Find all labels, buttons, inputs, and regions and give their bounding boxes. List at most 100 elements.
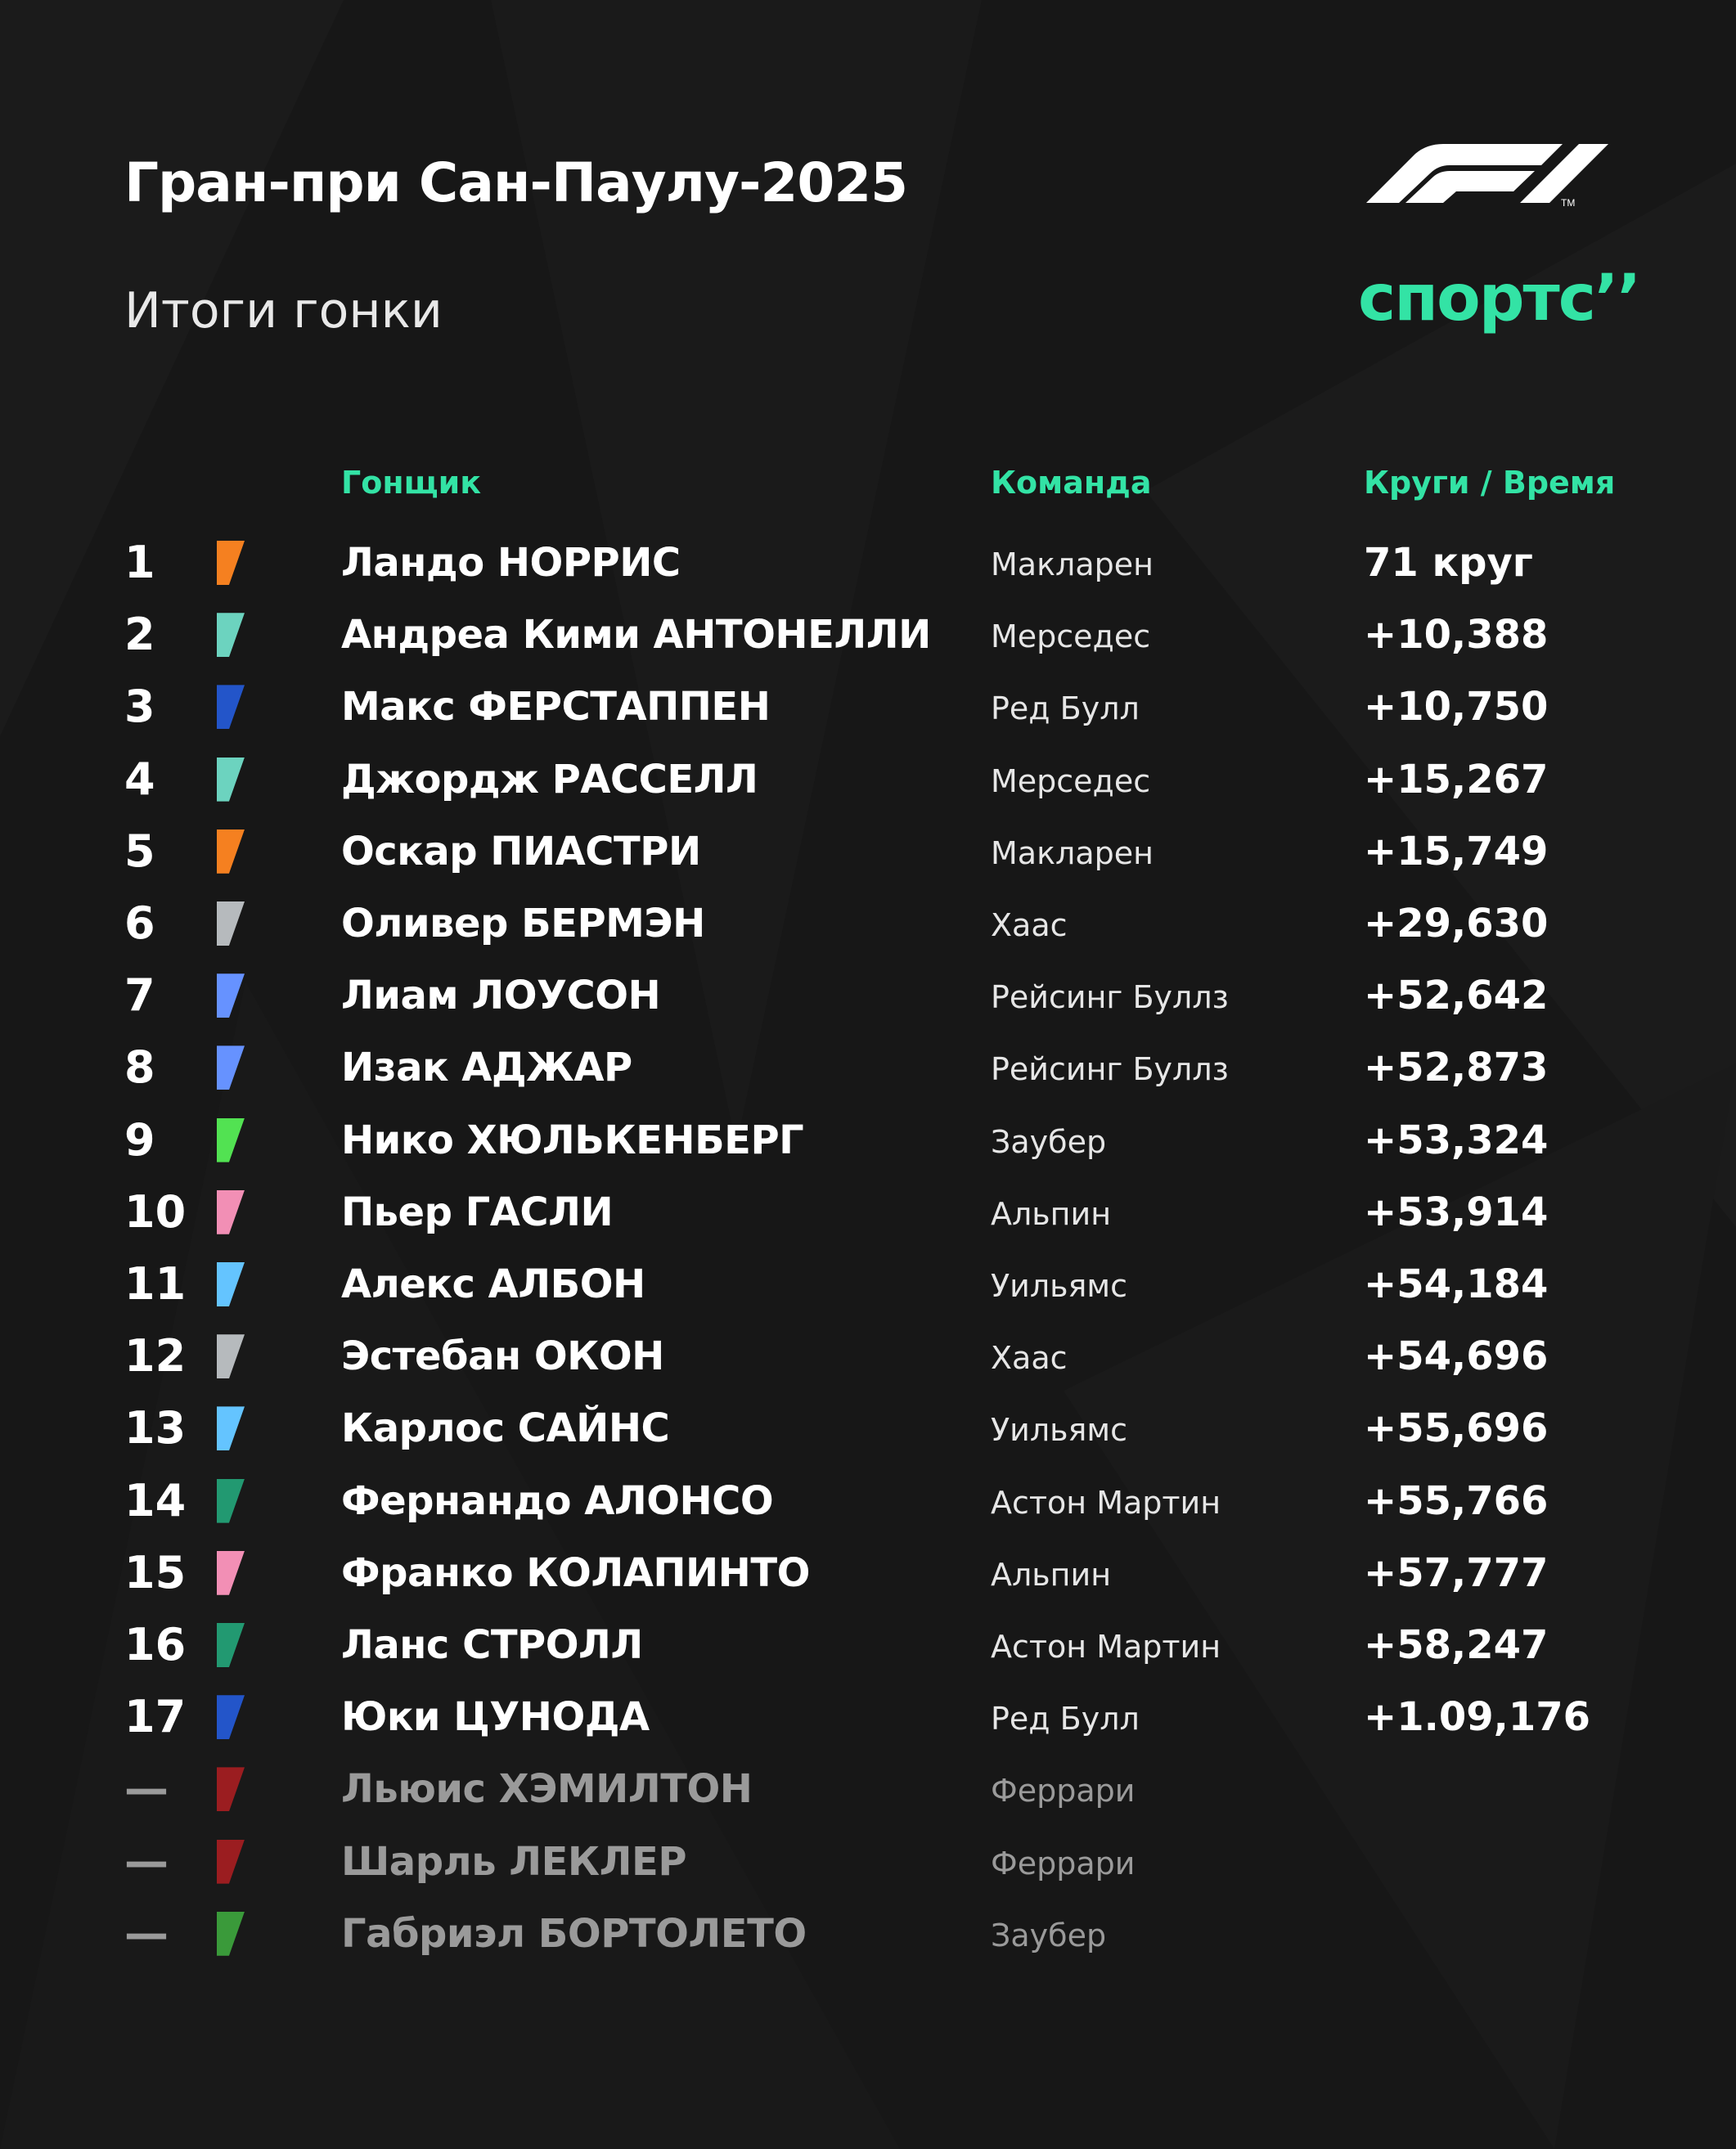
team-name: Макларен — [991, 546, 1154, 582]
position: 8 — [124, 1041, 155, 1094]
table-row: 11 Алекс АЛБОН Уильямс +54,184 — [0, 1248, 1736, 1320]
driver-name: Андреа Кими АНТОНЕЛЛИ — [341, 612, 931, 659]
driver-name: Льюис ХЭМИЛТОН — [341, 1766, 753, 1813]
driver-name: Изак АДЖАР — [341, 1045, 632, 1091]
column-header-time: Круги / Время — [1364, 465, 1616, 501]
position: 13 — [124, 1402, 187, 1454]
f1-logo: TM — [1366, 144, 1608, 209]
team-color-marker — [217, 1911, 245, 1956]
table-row: 13 Карлос САЙНС Уильямс +55,696 — [0, 1392, 1736, 1464]
laps-time: +53,324 — [1364, 1117, 1549, 1163]
page-subtitle: Итоги гонки — [124, 282, 443, 339]
team-color-marker — [217, 1839, 245, 1884]
team-name: Альпин — [991, 1556, 1112, 1593]
team-color-marker — [217, 1478, 245, 1523]
team-color-marker — [217, 829, 245, 874]
team-name: Мерседес — [991, 618, 1151, 655]
team-name: Астон Мартин — [991, 1484, 1221, 1521]
driver-name: Фернандо АЛОНСО — [341, 1477, 774, 1524]
team-name: Ред Булл — [991, 690, 1140, 727]
driver-name: Алекс АЛБОН — [341, 1261, 645, 1307]
position: 11 — [124, 1258, 187, 1310]
driver-name: Шарль ЛЕКЛЕР — [341, 1838, 687, 1885]
table-row: 10 Пьер ГАСЛИ Альпин +53,914 — [0, 1176, 1736, 1248]
page-title: Гран-при Сан-Паулу-2025 — [124, 151, 908, 214]
driver-name: Ландо НОРРИС — [341, 540, 681, 586]
team-color-marker — [217, 757, 245, 802]
driver-name: Оскар ПИАСТРИ — [341, 828, 701, 874]
table-row: 17 Юки ЦУНОДА Ред Булл +1.09,176 — [0, 1681, 1736, 1753]
table-row: 15 Франко КОЛАПИНТО Альпин +57,777 — [0, 1537, 1736, 1609]
table-row: 6 Оливер БЕРМЭН Хаас +29,630 — [0, 888, 1736, 960]
position: 12 — [124, 1330, 187, 1382]
table-row: 2 Андреа Кими АНТОНЕЛЛИ Мерседес +10,388 — [0, 599, 1736, 671]
team-name: Мерседес — [991, 762, 1151, 799]
team-name: Рейсинг Буллз — [991, 1051, 1229, 1088]
driver-name: Габриэл БОРТОЛЕТО — [341, 1910, 807, 1957]
team-color-marker — [217, 613, 245, 658]
team-name: Заубер — [991, 1917, 1107, 1953]
table-row: 16 Ланс СТРОЛЛ Астон Мартин +58,247 — [0, 1609, 1736, 1681]
position: — — [124, 1763, 169, 1815]
laps-time: +58,247 — [1364, 1622, 1549, 1668]
table-row: 14 Фернандо АЛОНСО Астон Мартин +55,766 — [0, 1465, 1736, 1537]
laps-time: +53,914 — [1364, 1189, 1549, 1235]
team-name: Астон Мартин — [991, 1629, 1221, 1665]
team-name: Хаас — [991, 1340, 1068, 1377]
position: 2 — [124, 609, 155, 661]
driver-name: Лиам ЛОУСОН — [341, 973, 661, 1019]
laps-time: +10,388 — [1364, 612, 1549, 659]
position: 9 — [124, 1113, 155, 1166]
driver-name: Джордж РАССЕЛЛ — [341, 756, 758, 803]
laps-time: +55,696 — [1364, 1405, 1549, 1452]
team-name: Уильямс — [991, 1268, 1127, 1304]
table-row: — Льюис ХЭМИЛТОН Феррари — [0, 1753, 1736, 1825]
team-color-marker — [217, 1695, 245, 1740]
table-row: 5 Оскар ПИАСТРИ Макларен +15,749 — [0, 816, 1736, 888]
team-color-marker — [217, 1117, 245, 1162]
driver-name: Франко КОЛАПИНТО — [341, 1549, 810, 1596]
driver-name: Юки ЦУНОДА — [341, 1694, 650, 1741]
position: 17 — [124, 1691, 187, 1743]
table-row: 8 Изак АДЖАР Рейсинг Буллз +52,873 — [0, 1032, 1736, 1104]
driver-name: Ланс СТРОЛЛ — [341, 1622, 643, 1668]
laps-time: +55,766 — [1364, 1477, 1549, 1524]
driver-name: Пьер ГАСЛИ — [341, 1189, 614, 1235]
table-row: 4 Джордж РАССЕЛЛ Мерседес +15,267 — [0, 744, 1736, 816]
column-header-team: Команда — [991, 465, 1152, 501]
laps-time: +57,777 — [1364, 1549, 1549, 1596]
team-color-marker — [217, 685, 245, 730]
laps-time: +52,873 — [1364, 1045, 1549, 1091]
team-color-marker — [217, 973, 245, 1018]
position: 10 — [124, 1185, 187, 1238]
team-name: Рейсинг Буллз — [991, 979, 1229, 1016]
laps-time: +54,184 — [1364, 1261, 1549, 1307]
laps-time: +1.09,176 — [1364, 1694, 1591, 1741]
svg-text:TM: TM — [1561, 197, 1575, 209]
laps-time: +15,267 — [1364, 756, 1549, 803]
table-row: 9 Нико ХЮЛЬКЕНБЕРГ Заубер +53,324 — [0, 1104, 1736, 1176]
driver-name: Карлос САЙНС — [341, 1405, 670, 1452]
team-color-marker — [217, 1550, 245, 1595]
position: 3 — [124, 681, 155, 733]
laps-time: +15,749 — [1364, 828, 1549, 874]
driver-name: Эстебан ОКОН — [341, 1333, 664, 1380]
table-row: 7 Лиам ЛОУСОН Рейсинг Буллз +52,642 — [0, 960, 1736, 1032]
position: 14 — [124, 1474, 187, 1526]
team-color-marker — [217, 1767, 245, 1812]
sports-ru-logo: спортс’’ — [1358, 262, 1641, 335]
team-color-marker — [217, 1406, 245, 1451]
team-color-marker — [217, 901, 245, 946]
position: — — [124, 1835, 169, 1887]
team-color-marker — [217, 541, 245, 585]
position: 4 — [124, 753, 155, 805]
team-color-marker — [217, 1189, 245, 1234]
table-row: — Шарль ЛЕКЛЕР Феррари — [0, 1826, 1736, 1898]
team-color-marker — [217, 1045, 245, 1090]
position: 1 — [124, 537, 155, 588]
team-name: Феррари — [991, 1845, 1136, 1881]
position: 15 — [124, 1546, 187, 1598]
position: 6 — [124, 897, 155, 949]
team-name: Заубер — [991, 1123, 1107, 1160]
team-color-marker — [217, 1334, 245, 1379]
